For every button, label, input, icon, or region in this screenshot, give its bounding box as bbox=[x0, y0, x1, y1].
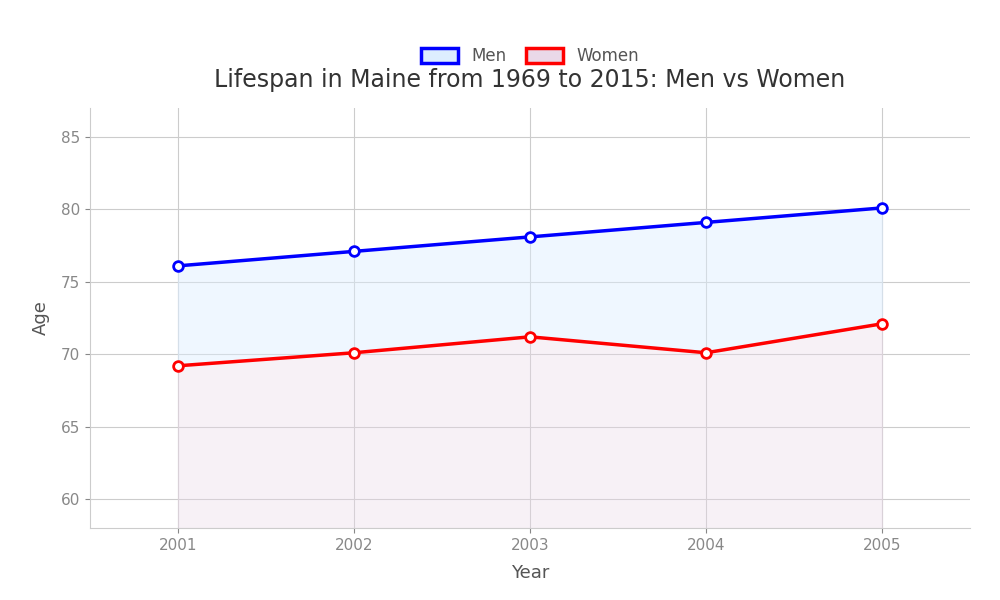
Men bbox=[172, 262, 184, 269]
Women bbox=[172, 362, 184, 370]
Y-axis label: Age: Age bbox=[32, 301, 50, 335]
Men bbox=[700, 219, 712, 226]
Title: Lifespan in Maine from 1969 to 2015: Men vs Women: Lifespan in Maine from 1969 to 2015: Men… bbox=[214, 68, 846, 92]
Line: Men: Men bbox=[173, 203, 887, 271]
Men bbox=[524, 233, 536, 241]
Women bbox=[348, 349, 360, 356]
X-axis label: Year: Year bbox=[511, 564, 549, 582]
Women bbox=[876, 320, 888, 328]
Line: Women: Women bbox=[173, 319, 887, 371]
Women bbox=[524, 333, 536, 340]
Legend: Men, Women: Men, Women bbox=[414, 41, 646, 72]
Women bbox=[700, 349, 712, 356]
Men bbox=[348, 248, 360, 255]
Men bbox=[876, 205, 888, 212]
